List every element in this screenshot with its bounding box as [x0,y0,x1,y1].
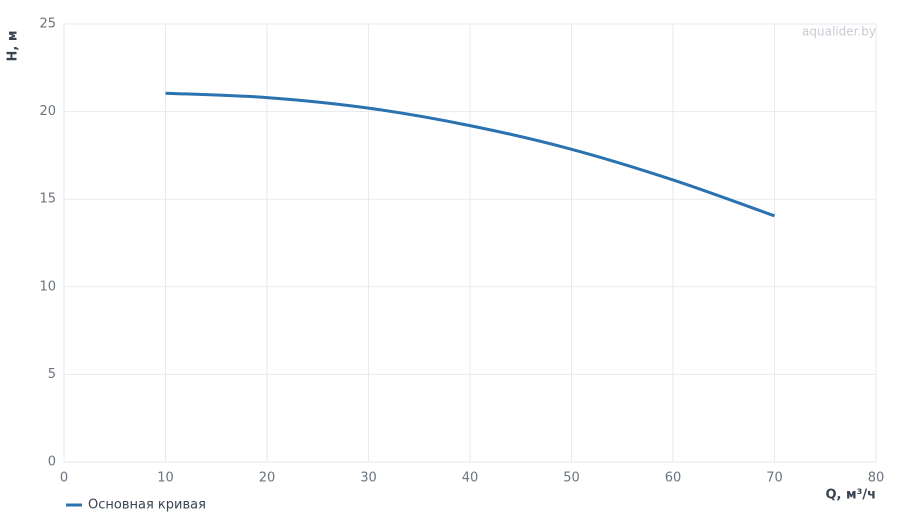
legend-label: Основная кривая [88,498,206,513]
x-tick-label: 30 [360,471,377,486]
y-tick-label: 10 [39,279,56,294]
y-tick-label: 20 [39,104,56,119]
y-tick-label: 5 [48,367,56,382]
x-tick-label: 70 [766,471,783,486]
x-tick-label: 20 [259,471,276,486]
y-tick-label: 15 [39,192,56,207]
x-axis-label: Q, м³/ч [825,488,876,503]
x-tick-label: 0 [60,471,68,486]
x-tick-label: 60 [665,471,682,486]
watermark: aqualider.by [802,25,876,39]
y-tick-label: 0 [48,455,56,470]
x-tick-label: 10 [157,471,174,486]
line [165,91,776,218]
y-tick-label: 25 [39,17,56,32]
x-tick-label: 80 [868,471,885,486]
x-tick-label: 50 [563,471,580,486]
x-tick-label: 40 [462,471,479,486]
y-axis-label: H, м [6,31,21,62]
